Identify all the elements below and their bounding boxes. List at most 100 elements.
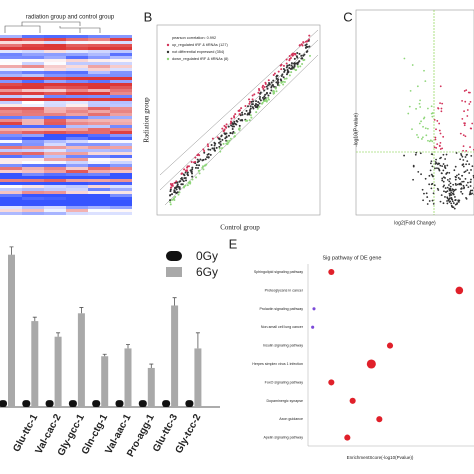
heatmap-cell (22, 128, 44, 131)
heatmap-cell (110, 173, 132, 176)
heatmap-cell (22, 83, 44, 86)
volcano-point (412, 178, 414, 181)
volcano-point (417, 136, 420, 139)
volcano-point (445, 153, 448, 156)
scatter-point (214, 142, 217, 145)
volcano-point (470, 178, 472, 181)
heatmap-cell (110, 41, 132, 44)
heatmap-title: radiation group and control group (26, 15, 115, 21)
scatter-point (175, 192, 178, 195)
scatter-point (251, 106, 254, 109)
heatmap-cell (88, 53, 110, 56)
heatmap-cell (110, 149, 132, 152)
heatmap-cell (88, 140, 110, 143)
scatter-point (261, 96, 264, 99)
heatmap-cell (66, 203, 88, 206)
volcano-point (411, 128, 413, 131)
heatmap-cell (44, 56, 66, 59)
volcano-point (459, 178, 461, 180)
bar (171, 305, 179, 407)
scatter-point (282, 64, 285, 67)
volcano-point (431, 199, 434, 202)
volcano-point (462, 134, 465, 136)
scatter-point (169, 199, 172, 202)
scatter-point (286, 71, 289, 74)
volcano-point (433, 119, 436, 121)
volcano-point (454, 188, 457, 191)
reference-line (164, 54, 319, 206)
heatmap-cell (44, 152, 66, 155)
scatter-point (186, 171, 189, 174)
heatmap-cell (66, 83, 88, 86)
scatter-point (180, 172, 183, 175)
x-axis-label: log2(Fold Change) (394, 220, 436, 226)
heatmap-cell (22, 209, 44, 212)
scatter-point (295, 62, 298, 65)
volcano-point (471, 122, 474, 125)
volcano-point (461, 192, 464, 195)
volcano-point (432, 202, 435, 205)
heatmap-cell (22, 95, 44, 98)
scatter-point (237, 117, 240, 120)
scatter-point (182, 180, 185, 183)
panel-label: E (229, 236, 238, 251)
heatmap-cell (0, 182, 22, 185)
scatter-point (265, 85, 268, 88)
scatter-point (279, 64, 282, 67)
scatter-point (298, 44, 301, 47)
y-axis-label: -log10(P value) (353, 113, 359, 147)
heatmap-cell (0, 161, 22, 164)
heatmap-cell (22, 68, 44, 71)
scatter-point (255, 106, 258, 109)
heatmap-cell (44, 209, 66, 212)
scatter-point (280, 75, 283, 78)
scatter-point (288, 74, 291, 77)
heatmap-cell (22, 113, 44, 116)
scatter-point (201, 159, 204, 162)
scatter-point (169, 194, 172, 197)
heatmap-cell (88, 149, 110, 152)
heatmap-cell (66, 152, 88, 155)
volcano-point (469, 100, 472, 103)
volcano-point (412, 164, 415, 167)
scatter-point (178, 186, 181, 189)
heatmap-cell (110, 89, 132, 92)
scatter-point (230, 120, 233, 123)
volcano-point (422, 199, 424, 202)
volcano-point (464, 135, 467, 138)
volcano-point (452, 190, 455, 193)
legend-label: 6Gy (196, 265, 218, 279)
scatter-point (267, 84, 270, 87)
volcano-point (450, 198, 453, 201)
legend-swatch (166, 251, 182, 261)
heatmap-cell (66, 44, 88, 47)
volcano-point (454, 196, 456, 198)
scatter-point (262, 84, 265, 87)
legend-swatch (166, 50, 170, 54)
scatter-point (263, 89, 266, 92)
volcano-point (443, 166, 446, 168)
heatmap-cell (0, 38, 22, 41)
scatter-point (268, 81, 271, 84)
volcano-point (436, 163, 439, 166)
scatter-point (253, 93, 256, 96)
heatmap-cell (44, 170, 66, 173)
volcano-point (449, 182, 452, 185)
heatmap-cell (66, 65, 88, 68)
volcano-point (448, 187, 451, 190)
volcano-point (448, 197, 451, 200)
volcano-point (431, 165, 434, 168)
volcano-point (436, 120, 439, 122)
volcano-point (409, 89, 412, 92)
heatmap-cell (44, 65, 66, 68)
heatmap-cell (22, 140, 44, 143)
volcano-point (438, 145, 441, 147)
scatter-point (249, 114, 252, 117)
volcano-point (462, 184, 465, 187)
scatter-point (275, 81, 278, 84)
scatter-point (190, 170, 193, 173)
volcano-point (435, 147, 438, 149)
heatmap-cell (44, 74, 66, 77)
volcano-point (414, 153, 417, 156)
scatter-point (238, 124, 241, 127)
